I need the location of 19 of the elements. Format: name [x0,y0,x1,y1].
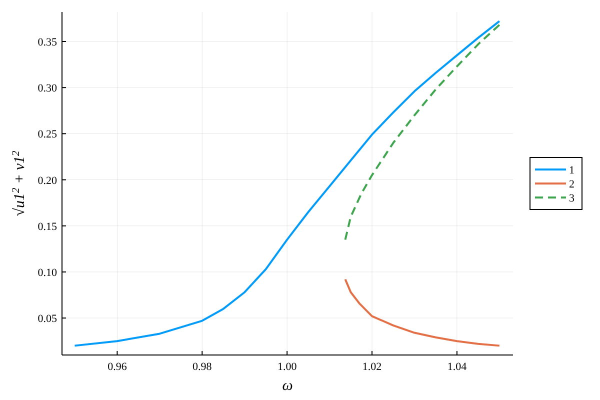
line-series [344,278,500,347]
legend-label: 3 [569,192,575,204]
x-tick-label: 1.04 [447,361,468,373]
x-axis-title: ω [282,378,293,394]
y-tick-label: 0.20 [38,174,58,187]
line-series [74,20,500,347]
x-tick-label: 1.00 [277,361,298,373]
y-tick-label: 0.05 [38,313,58,326]
y-tick-label: 0.15 [38,220,58,233]
x-tick-label: 0.98 [192,361,212,373]
legend-label: 2 [569,178,574,190]
y-tick-label: 0.25 [38,128,58,141]
x-tick-label: 0.96 [108,361,128,373]
legend-label: 1 [569,164,574,176]
y-tick-label: 0.30 [38,82,58,95]
line-series [344,24,500,241]
y-tick-label: 0.10 [38,266,58,279]
y-tick-label: 0.35 [38,36,58,48]
x-tick-label: 1.02 [362,361,382,373]
